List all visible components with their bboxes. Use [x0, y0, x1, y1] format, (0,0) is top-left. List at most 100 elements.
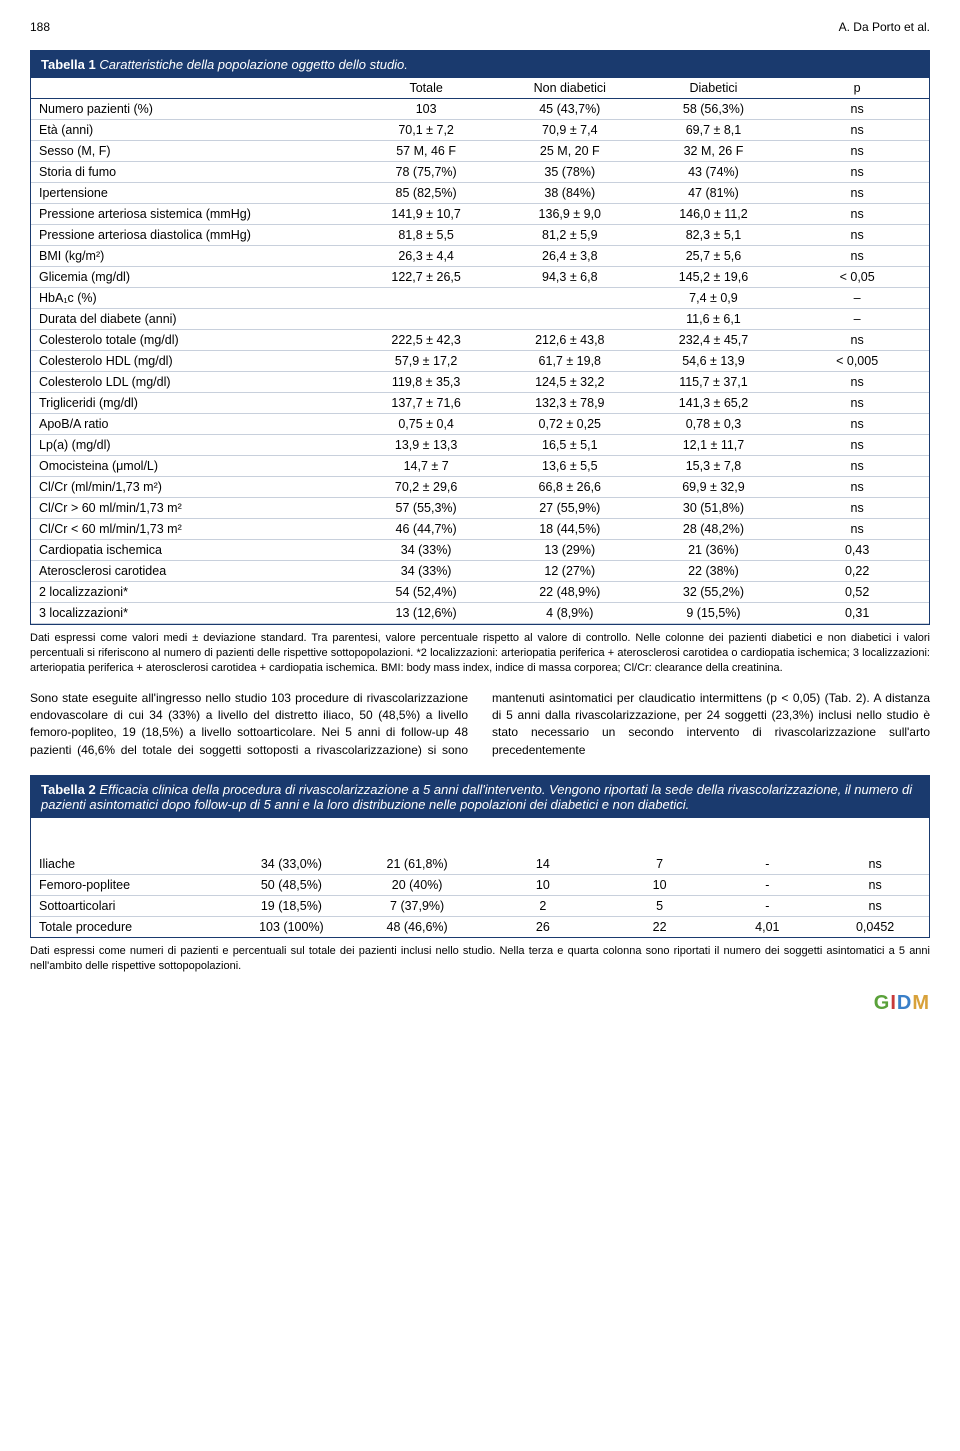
- table-cell: 141,9 ± 10,7: [354, 204, 498, 225]
- table-cell: 85 (82,5%): [354, 183, 498, 204]
- table-cell: 222,5 ± 42,3: [354, 330, 498, 351]
- table-cell: [498, 309, 642, 330]
- table-row: HbA₁c (%)7,4 ± 0,9–: [31, 288, 929, 309]
- table-cell: 54 (52,4%): [354, 582, 498, 603]
- table-row-label: Glicemia (mg/dl): [31, 267, 354, 288]
- table-cell: ns: [785, 372, 929, 393]
- table-row-label: Lp(a) (mg/dl): [31, 435, 354, 456]
- table-row-label: Cl/Cr < 60 ml/min/1,73 m²: [31, 519, 354, 540]
- table-cell: 25,7 ± 5,6: [642, 246, 786, 267]
- table-cell: ns: [785, 141, 929, 162]
- table-1-header-row: TotaleNon diabeticiDiabeticip: [31, 78, 929, 99]
- table-cell: 18 (44,5%): [498, 519, 642, 540]
- table-row-label: Colesterolo HDL (mg/dl): [31, 351, 354, 372]
- table-row: Numero pazienti (%)10345 (43,7%)58 (56,3…: [31, 99, 929, 120]
- table-cell: [354, 309, 498, 330]
- table-row: Cl/Cr < 60 ml/min/1,73 m²46 (44,7%)18 (4…: [31, 519, 929, 540]
- table-cell: 22: [606, 917, 714, 938]
- table-cell: -: [713, 896, 821, 917]
- table-cell: ns: [821, 896, 929, 917]
- table-row-label: Sottoarticolari: [31, 896, 229, 917]
- table-2-header-cell: Sederivascolarizzazione: [31, 818, 229, 854]
- table-row: Cl/Cr (ml/min/1,73 m²)70,2 ± 29,666,8 ± …: [31, 477, 929, 498]
- table-2: Sederivascolarizzazionen (%)Asintomatici…: [31, 818, 929, 937]
- table-cell: 57 (55,3%): [354, 498, 498, 519]
- table-2-header-cell: Diabetici(n = 58): [606, 818, 714, 854]
- table-cell: 7: [606, 854, 714, 875]
- footer-logo: GIDM: [30, 992, 930, 1015]
- table-row: 3 localizzazioni*13 (12,6%)4 (8,9%)9 (15…: [31, 603, 929, 624]
- table-cell: 34 (33,0%): [229, 854, 355, 875]
- table-cell: < 0,005: [785, 351, 929, 372]
- table-cell: 32 (55,2%): [642, 582, 786, 603]
- table-row-label: Totale procedure: [31, 917, 229, 938]
- table-1-title-rest: Caratteristiche della popolazione oggett…: [99, 57, 408, 72]
- table-cell: 141,3 ± 65,2: [642, 393, 786, 414]
- table-cell: < 0,05: [785, 267, 929, 288]
- table-cell: 57,9 ± 17,2: [354, 351, 498, 372]
- table-cell: 12,1 ± 11,7: [642, 435, 786, 456]
- table-cell: 212,6 ± 43,8: [498, 330, 642, 351]
- table-row: Glicemia (mg/dl)122,7 ± 26,594,3 ± 6,814…: [31, 267, 929, 288]
- table-cell: 21 (61,8%): [354, 854, 480, 875]
- table-cell: 103 (100%): [229, 917, 355, 938]
- table-cell: 13,9 ± 13,3: [354, 435, 498, 456]
- table-cell: 10: [480, 875, 606, 896]
- table-row-label: Colesterolo totale (mg/dl): [31, 330, 354, 351]
- table-cell: ns: [821, 854, 929, 875]
- table-cell: 34 (33%): [354, 561, 498, 582]
- table-2-header-row: Sederivascolarizzazionen (%)Asintomatici…: [31, 818, 929, 854]
- table-cell: 81,2 ± 5,9: [498, 225, 642, 246]
- table-cell: 132,3 ± 78,9: [498, 393, 642, 414]
- table-cell: 0,75 ± 0,4: [354, 414, 498, 435]
- table-row: Cardiopatia ischemica34 (33%)13 (29%)21 …: [31, 540, 929, 561]
- table-row-label: Iliache: [31, 854, 229, 875]
- table-cell: ns: [785, 330, 929, 351]
- table-cell: 30 (51,8%): [642, 498, 786, 519]
- table-cell: 78 (75,7%): [354, 162, 498, 183]
- table-row-label: Durata del diabete (anni): [31, 309, 354, 330]
- table-cell: ns: [785, 120, 929, 141]
- table-row-label: Età (anni): [31, 120, 354, 141]
- table-cell: 15,3 ± 7,8: [642, 456, 786, 477]
- table-cell: 2: [480, 896, 606, 917]
- table-row: 2 localizzazioni*54 (52,4%)22 (48,9%)32 …: [31, 582, 929, 603]
- table-cell: 146,0 ± 11,2: [642, 204, 786, 225]
- table-cell: 9 (15,5%): [642, 603, 786, 624]
- table-row: Lp(a) (mg/dl)13,9 ± 13,316,5 ± 5,112,1 ±…: [31, 435, 929, 456]
- table-cell: 26,3 ± 4,4: [354, 246, 498, 267]
- table-row: Pressione arteriosa diastolica (mmHg)81,…: [31, 225, 929, 246]
- table-row: Colesterolo LDL (mg/dl)119,8 ± 35,3124,5…: [31, 372, 929, 393]
- table-cell: 0,52: [785, 582, 929, 603]
- table-row-label: Pressione arteriosa sistemica (mmHg): [31, 204, 354, 225]
- table-cell: ns: [785, 246, 929, 267]
- table-cell: 13 (12,6%): [354, 603, 498, 624]
- table-2-box: Tabella 2 Efficacia clinica della proced…: [30, 775, 930, 938]
- table-cell: 43 (74%): [642, 162, 786, 183]
- table-1-header-cell: p: [785, 78, 929, 99]
- table-cell: 0,72 ± 0,25: [498, 414, 642, 435]
- table-cell: ns: [785, 477, 929, 498]
- table-cell: ns: [785, 456, 929, 477]
- table-cell: 66,8 ± 26,6: [498, 477, 642, 498]
- table-cell: 7 (37,9%): [354, 896, 480, 917]
- table-cell: 0,78 ± 0,3: [642, 414, 786, 435]
- table-1-title: Tabella 1 Caratteristiche della popolazi…: [31, 51, 929, 78]
- table-cell: 35 (78%): [498, 162, 642, 183]
- table-cell: 69,9 ± 32,9: [642, 477, 786, 498]
- table-cell: 70,1 ± 7,2: [354, 120, 498, 141]
- table-cell: 10: [606, 875, 714, 896]
- table-cell: -: [713, 854, 821, 875]
- table-cell: 5: [606, 896, 714, 917]
- table-cell: 22 (38%): [642, 561, 786, 582]
- table-cell: 11,6 ± 6,1: [642, 309, 786, 330]
- table-cell: 12 (27%): [498, 561, 642, 582]
- table-2-title-rest: Efficacia clinica della procedura di riv…: [41, 782, 912, 812]
- table-row: Durata del diabete (anni)11,6 ± 6,1–: [31, 309, 929, 330]
- table-cell: ns: [785, 498, 929, 519]
- table-2-header-cell: n (%): [229, 818, 355, 854]
- table-cell: 232,4 ± 45,7: [642, 330, 786, 351]
- table-row-label: Storia di fumo: [31, 162, 354, 183]
- table-cell: ns: [785, 393, 929, 414]
- table-row-label: Cardiopatia ischemica: [31, 540, 354, 561]
